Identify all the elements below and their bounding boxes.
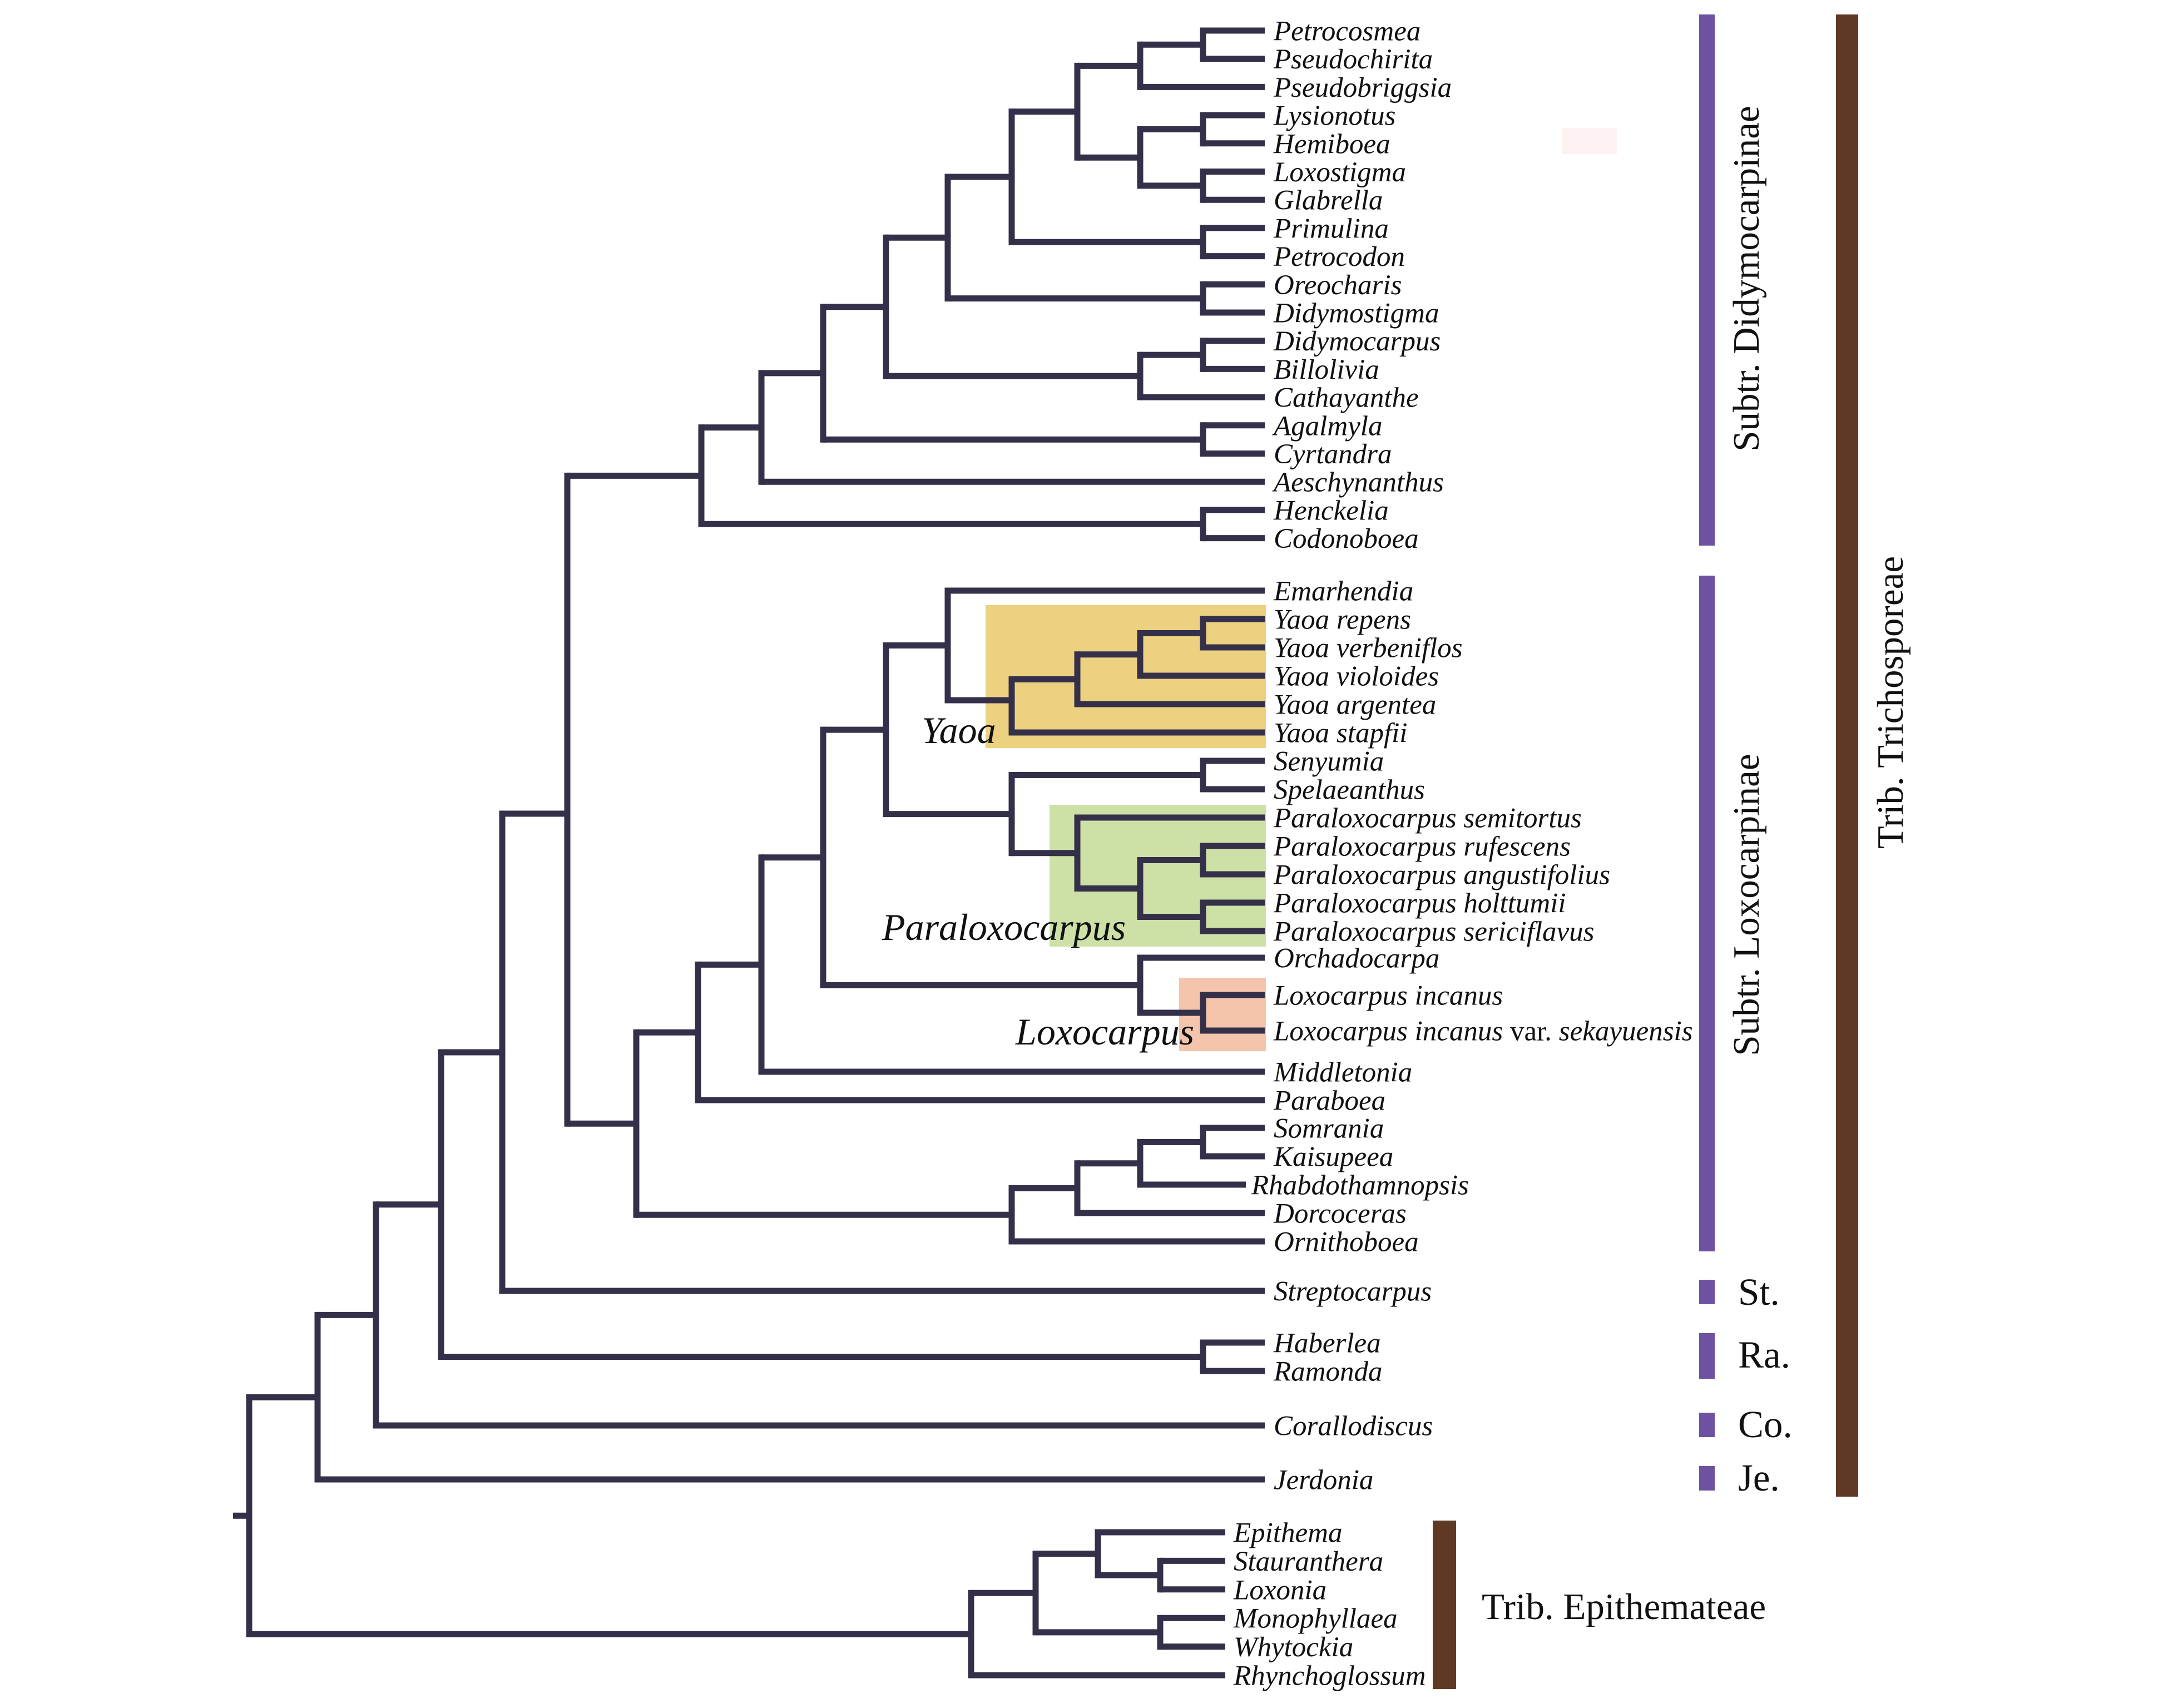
svg-text:Pseudochirita: Pseudochirita [1273,44,1433,75]
svg-text:Loxocarpus incanus var. sekayu: Loxocarpus incanus var. sekayuensis [1273,1016,1693,1047]
svg-text:Dorcoceras: Dorcoceras [1273,1199,1407,1230]
svg-text:Ramonda: Ramonda [1273,1357,1382,1388]
svg-text:Paraloxocarpus rufescens: Paraloxocarpus rufescens [1273,831,1571,863]
svg-text:Rhynchoglossum: Rhynchoglossum [1233,1661,1426,1692]
svg-text:Yaoa violoides: Yaoa violoides [1274,661,1439,692]
svg-text:Loxostigma: Loxostigma [1273,157,1406,188]
svg-text:Billolivia: Billolivia [1274,354,1379,385]
svg-text:Lysionotus: Lysionotus [1273,101,1396,132]
svg-text:Paraloxocarpus sericiflavus: Paraloxocarpus sericiflavus [1273,917,1595,948]
svg-text:Loxocarpus: Loxocarpus [1015,1011,1194,1053]
svg-text:Henckelia: Henckelia [1273,495,1389,526]
svg-text:Monophyllaea: Monophyllaea [1233,1603,1398,1635]
svg-text:Trib. Epithemateae: Trib. Epithemateae [1482,1586,1766,1627]
svg-text:Oreocharis: Oreocharis [1274,270,1402,301]
svg-text:St.: St. [1738,1271,1780,1313]
svg-text:Didymostigma: Didymostigma [1273,298,1439,329]
svg-text:Epithema: Epithema [1233,1518,1342,1549]
svg-text:Co.: Co. [1738,1403,1793,1445]
svg-text:Emarhendia: Emarhendia [1273,576,1413,607]
svg-text:Paraloxocarpus angustifolius: Paraloxocarpus angustifolius [1273,860,1610,891]
svg-text:Ornithoboea: Ornithoboea [1274,1227,1419,1258]
svg-text:Somrania: Somrania [1274,1113,1384,1145]
svg-text:Yaoa argentea: Yaoa argentea [1274,690,1436,721]
svg-text:Haberlea: Haberlea [1273,1328,1381,1359]
svg-text:Loxocarpus incanus: Loxocarpus incanus [1273,981,1503,1012]
svg-text:Senyumia: Senyumia [1274,746,1384,778]
svg-text:Loxonia: Loxonia [1233,1575,1326,1606]
svg-text:Subtr. Loxocarpinae: Subtr. Loxocarpinae [1726,754,1767,1056]
svg-text:Orchadocarpa: Orchadocarpa [1274,943,1439,974]
svg-text:Agalmyla: Agalmyla [1272,410,1382,442]
svg-text:Paraboea: Paraboea [1273,1086,1385,1117]
svg-text:Stauranthera: Stauranthera [1234,1546,1383,1577]
svg-text:Glabrella: Glabrella [1274,185,1383,216]
svg-text:Trib. Trichosporeae: Trib. Trichosporeae [1870,556,1911,849]
svg-text:Ra.: Ra. [1738,1334,1790,1376]
svg-text:Middletonia: Middletonia [1273,1057,1412,1088]
svg-text:Yaoa: Yaoa [922,709,996,751]
svg-text:Cathayanthe: Cathayanthe [1274,383,1419,414]
svg-text:Jerdonia: Jerdonia [1274,1465,1373,1496]
svg-text:Whytockia: Whytockia [1234,1632,1353,1663]
svg-text:Cyrtandra: Cyrtandra [1274,439,1392,470]
svg-text:Spelaeanthus: Spelaeanthus [1274,775,1425,806]
svg-text:Streptocarpus: Streptocarpus [1274,1276,1432,1308]
svg-text:Yaoa stapfii: Yaoa stapfii [1274,718,1407,749]
svg-text:Rhabdothamnopsis: Rhabdothamnopsis [1251,1170,1469,1201]
svg-text:Yaoa repens: Yaoa repens [1274,605,1411,636]
svg-text:Corallodiscus: Corallodiscus [1274,1411,1433,1442]
svg-text:Pseudobriggsia: Pseudobriggsia [1273,72,1452,103]
svg-text:Petrocodon: Petrocodon [1273,241,1405,273]
svg-text:Aeschynanthus: Aeschynanthus [1272,467,1444,498]
svg-text:Paraloxocarpus holttumii: Paraloxocarpus holttumii [1273,888,1566,919]
svg-text:Petrocosmea: Petrocosmea [1273,16,1420,47]
svg-text:Kaisupeea: Kaisupeea [1273,1142,1393,1173]
svg-text:Paraloxocarpus: Paraloxocarpus [882,906,1126,948]
svg-text:Didymocarpus: Didymocarpus [1273,326,1441,357]
svg-text:Yaoa verbeniflos: Yaoa verbeniflos [1274,633,1463,664]
svg-text:Je.: Je. [1738,1457,1780,1499]
svg-text:Codonoboea: Codonoboea [1274,523,1419,555]
svg-text:Primulina: Primulina [1273,213,1389,244]
svg-text:Paraloxocarpus semitortus: Paraloxocarpus semitortus [1273,803,1582,834]
svg-text:Hemiboea: Hemiboea [1273,128,1390,160]
svg-text:Subtr. Didymocarpinae: Subtr. Didymocarpinae [1726,106,1767,451]
